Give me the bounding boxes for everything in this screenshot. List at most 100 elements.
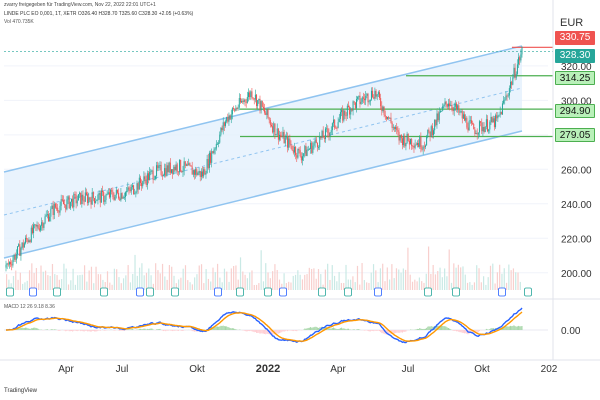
macd-histogram-bar <box>177 330 179 331</box>
macd-histogram-bar <box>293 330 295 331</box>
macd-histogram-bar <box>457 330 459 332</box>
candle-body <box>128 187 130 190</box>
volume-bar <box>411 281 414 290</box>
macd-histogram-bar <box>505 326 507 330</box>
macd-histogram-bar <box>282 330 284 332</box>
macd-histogram-bar <box>127 329 129 330</box>
volume-bar <box>38 283 40 290</box>
volume-bar <box>28 270 31 290</box>
volume-bar <box>255 284 258 290</box>
candle-body <box>21 242 23 249</box>
candle-body <box>145 179 147 186</box>
macd-histogram-bar <box>404 330 406 332</box>
candle-body <box>277 128 279 140</box>
volume-bar <box>244 274 246 290</box>
candle-body <box>160 164 162 175</box>
event-marker <box>344 287 352 297</box>
candle-body <box>289 138 291 145</box>
event-marker <box>498 287 506 297</box>
candle-body <box>413 146 415 148</box>
candle-body <box>38 228 40 231</box>
volume-bar <box>31 263 33 290</box>
candle-body <box>136 183 138 192</box>
candle-body <box>134 193 136 195</box>
macd-histogram-bar <box>152 329 154 330</box>
macd-histogram-bar <box>151 328 153 330</box>
candle-body <box>292 150 294 153</box>
macd-histogram-bar <box>235 329 237 330</box>
volume-bar <box>90 266 93 290</box>
volume-bar <box>127 265 129 290</box>
macd-histogram-bar <box>166 330 168 331</box>
volume-bar <box>77 275 79 290</box>
candle-body <box>410 138 412 145</box>
volume-bar <box>483 276 485 290</box>
candle-body <box>76 200 78 204</box>
macd-histogram-bar <box>518 325 520 330</box>
macd-histogram-bar <box>441 325 443 330</box>
candle-body <box>469 120 471 122</box>
volume-bar <box>425 273 427 290</box>
candle-body <box>141 183 143 187</box>
candle-body <box>441 110 443 112</box>
volume-bar <box>125 275 127 290</box>
macd-histogram-bar <box>520 326 522 330</box>
volume-bar <box>352 276 354 290</box>
candle-body <box>175 164 177 171</box>
volume-bar <box>405 269 407 290</box>
macd-histogram-bar <box>23 327 25 330</box>
volume-bar <box>205 269 207 290</box>
candle-body <box>385 116 387 119</box>
macd-histogram-bar <box>234 328 236 330</box>
candle-body <box>454 103 456 107</box>
candle-body <box>390 117 392 123</box>
candle-body <box>14 255 16 260</box>
candle-body <box>81 194 83 205</box>
candle-body <box>397 130 399 132</box>
volume-bar <box>150 275 152 290</box>
macd-histogram-bar <box>254 330 256 333</box>
candle-body <box>408 140 410 145</box>
macd-histogram-bar <box>427 326 429 330</box>
price-tick-label: 220.00 <box>561 234 592 245</box>
candle-body <box>176 164 178 172</box>
macd-histogram-bar <box>196 330 198 332</box>
candle-body <box>324 128 326 139</box>
candle-body <box>210 152 212 163</box>
volume-bar <box>347 279 349 290</box>
candle-body <box>451 104 453 109</box>
candle-body <box>418 143 420 147</box>
candle-body <box>212 151 214 154</box>
macd-histogram-bar <box>462 330 464 333</box>
event-marker <box>424 287 432 297</box>
candle-body <box>344 110 346 116</box>
macd-histogram-bar <box>167 330 169 331</box>
volume-bar <box>505 282 508 290</box>
macd-histogram-bar <box>46 329 48 330</box>
candle-body <box>82 194 84 201</box>
macd-histogram-bar <box>272 330 274 336</box>
volume-bar <box>382 263 384 290</box>
candle-body <box>415 144 417 146</box>
macd-histogram-bar <box>403 330 405 332</box>
volume-bar <box>455 267 457 290</box>
macd-histogram-bar <box>516 326 518 330</box>
candle-body <box>480 121 482 123</box>
candle-body <box>405 142 407 147</box>
volume-bar <box>182 268 184 290</box>
volume-bar <box>393 278 395 290</box>
macd-histogram-bar <box>221 325 223 330</box>
candle-body <box>98 192 100 195</box>
candle-body <box>49 216 51 222</box>
volume-bar <box>278 279 281 290</box>
candle-body <box>50 208 52 217</box>
candle-body <box>288 138 290 148</box>
volume-bar <box>178 279 180 290</box>
candle-body <box>303 153 305 157</box>
candle-body <box>316 142 318 148</box>
candle-body <box>135 191 137 194</box>
macd-histogram-bar <box>270 330 272 335</box>
candle-body <box>349 107 351 115</box>
macd-histogram-bar <box>251 330 253 332</box>
